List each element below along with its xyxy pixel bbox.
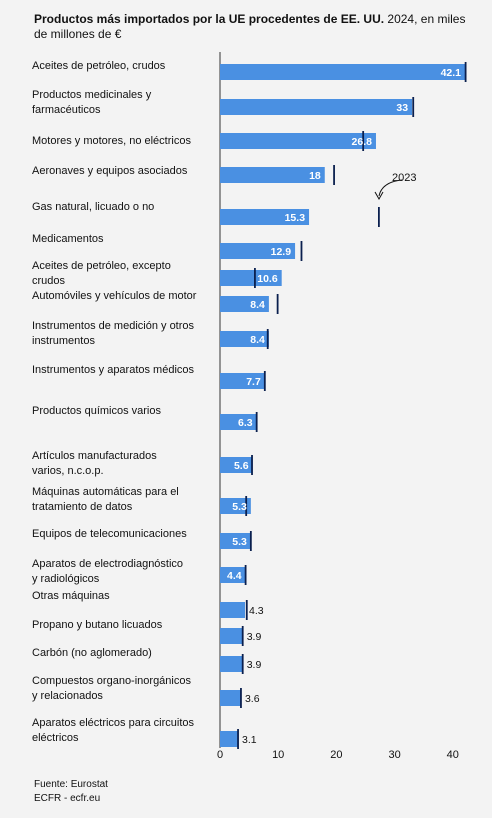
category-label: Motores y motores, no eléctricos [32, 135, 191, 147]
value-label: 15.3 [285, 212, 306, 224]
category-label: Automóviles y vehículos de motor [32, 290, 197, 302]
value-label: 18 [309, 170, 321, 182]
bar [220, 133, 376, 149]
x-tick-label: 40 [447, 749, 459, 761]
category-label: Aeronaves y equipos asociados [32, 165, 188, 177]
bar [220, 209, 310, 225]
category-label: Equipos de telecomunicaciones [32, 528, 187, 540]
bar [220, 331, 269, 347]
category-label: varios, n.c.o.p. [32, 465, 104, 477]
bar [220, 498, 251, 514]
bar [220, 533, 251, 549]
bar [220, 457, 253, 473]
category-label: Propano y butano licuados [32, 619, 163, 631]
chart-title-bold: Productos más importados por la UE proce… [34, 12, 385, 26]
category-label: Instrumentos y aparatos médicos [32, 364, 195, 376]
category-label: tratamiento de datos [32, 501, 133, 513]
x-tick-label: 30 [388, 749, 400, 761]
value-label: 5.3 [232, 501, 247, 513]
bar [220, 690, 241, 706]
value-label: 10.6 [257, 273, 278, 285]
annotation-arrow [378, 179, 403, 197]
bar [220, 270, 282, 286]
bar [220, 731, 239, 747]
category-label: Aceites de petróleo, excepto [32, 260, 171, 272]
bar [220, 414, 257, 430]
chart-subtitle: 2024, en miles de millones de € [34, 12, 466, 41]
category-label: Aceites de petróleo, crudos [32, 60, 166, 72]
value-label: 4.3 [249, 605, 264, 617]
category-label: farmacéuticos [32, 104, 101, 116]
bar [220, 167, 325, 183]
value-label: 8.4 [250, 299, 265, 311]
category-label: Aparatos de electrodiagnóstico [32, 558, 183, 570]
category-label: Máquinas automáticas para el [32, 486, 179, 498]
value-label: 42.1 [441, 67, 462, 79]
x-tick-label: 0 [217, 749, 223, 761]
value-label: 5.6 [234, 460, 249, 472]
value-label: 3.9 [247, 631, 262, 643]
bar [220, 656, 243, 672]
value-label: 7.7 [246, 376, 261, 388]
category-label: Productos químicos varios [32, 405, 161, 417]
value-label: 26.8 [352, 136, 373, 148]
value-label: 6.3 [238, 417, 253, 429]
annotation-arrow-head [374, 191, 384, 201]
value-label: 4.4 [227, 570, 242, 582]
annotation-label: 2023 [392, 172, 416, 184]
category-label: Artículos manufacturados [32, 450, 157, 462]
bar [220, 628, 243, 644]
bar [220, 602, 246, 618]
category-label: Gas natural, licuado o no [32, 201, 154, 213]
category-label: Medicamentos [32, 233, 104, 245]
category-label: instrumentos [32, 335, 95, 347]
x-tick-label: 20 [330, 749, 342, 761]
category-label: eléctricos [32, 732, 79, 744]
bar [220, 99, 413, 115]
category-label: Compuestos organo-inorgánicos [32, 675, 191, 687]
category-label: Carbón (no aglomerado) [32, 647, 152, 659]
category-label: Productos medicinales y [32, 89, 152, 101]
category-label: crudos [32, 275, 66, 287]
value-label: 3.9 [247, 659, 262, 671]
chart-footer: Fuente: Eurostat ECFR - ecfr.eu [34, 778, 108, 806]
bar [220, 373, 265, 389]
x-tick-label: 10 [272, 749, 284, 761]
chart-title: Productos más importados por la UE proce… [34, 12, 482, 42]
category-label: y radiológicos [32, 573, 100, 585]
bar [220, 243, 296, 259]
value-label: 33 [396, 102, 408, 114]
category-label: y relacionados [32, 690, 103, 702]
value-label: 3.6 [245, 693, 260, 705]
bar [220, 296, 269, 312]
value-label: 5.3 [232, 536, 247, 548]
category-label: Otras máquinas [32, 590, 110, 602]
bar [220, 567, 246, 583]
bar [220, 64, 466, 80]
credit-note: ECFR - ecfr.eu [34, 793, 101, 804]
category-label: Aparatos eléctricos para circuitos [32, 717, 195, 729]
value-label: 12.9 [271, 246, 292, 258]
value-label: 8.4 [250, 334, 265, 346]
source-note: Fuente: Eurostat [34, 779, 108, 790]
value-label: 3.1 [242, 734, 257, 746]
category-label: Instrumentos de medición y otros [32, 320, 195, 332]
